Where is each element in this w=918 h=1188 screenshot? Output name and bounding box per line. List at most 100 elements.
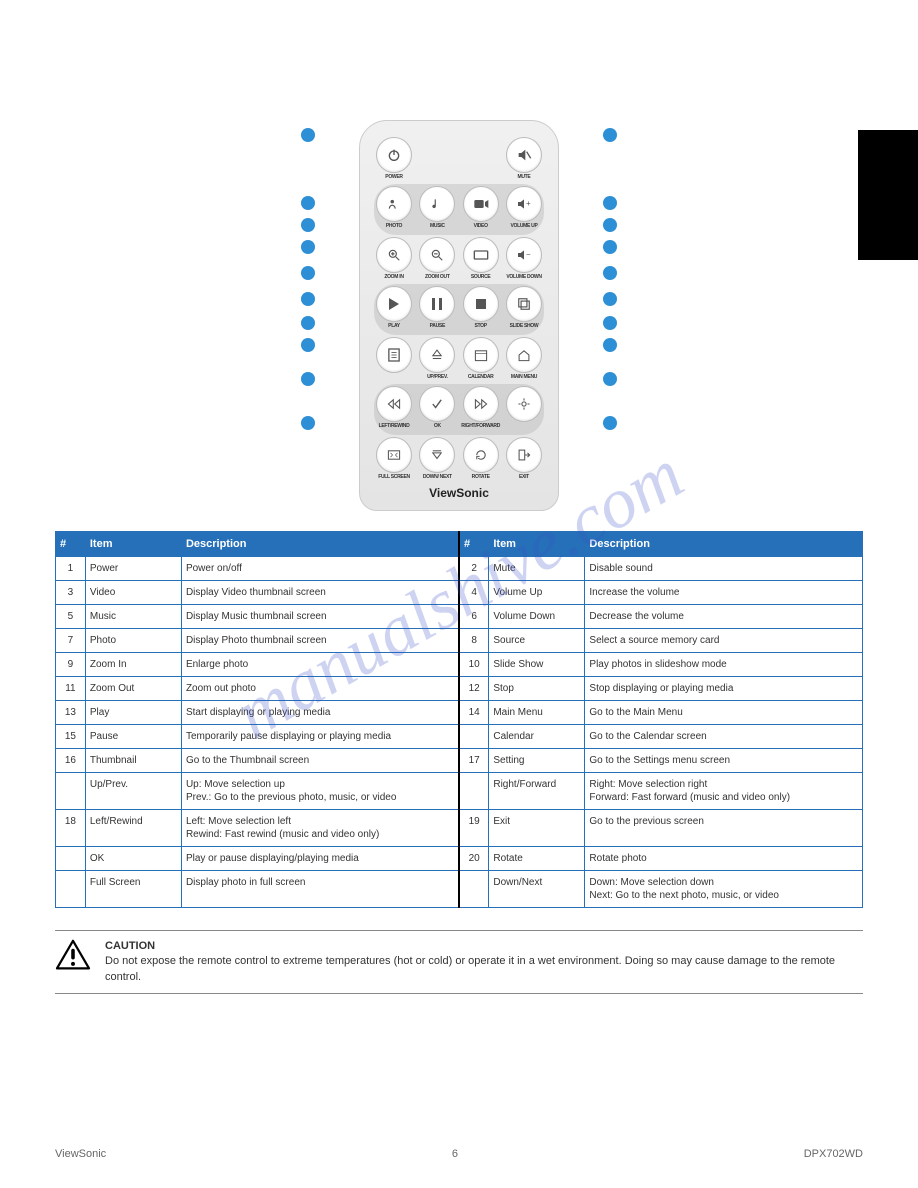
table-cell: Stop (489, 677, 585, 701)
table-row: 1PowerPower on/off2MuteDisable sound (56, 557, 863, 581)
table-row: Up/Prev.Up: Move selection up Prev.: Go … (56, 773, 863, 810)
table-cell: 4 (459, 581, 489, 605)
table-cell: 14 (459, 701, 489, 725)
table-cell: Select a source memory card (585, 629, 863, 653)
button-label: ZOOM OUT (425, 274, 450, 280)
svg-text:+: + (526, 199, 531, 208)
caution-box: CAUTION Do not expose the remote control… (55, 930, 863, 994)
leftrewind-button (376, 386, 412, 422)
table-cell: Power on/off (181, 557, 459, 581)
button-label: VOLUME DOWN (506, 274, 541, 280)
reference-table: #ItemDescription#ItemDescription 1PowerP… (55, 531, 863, 908)
slideshow-button (506, 286, 542, 322)
table-cell (56, 871, 86, 908)
table-cell: 7 (56, 629, 86, 653)
button-label: MUSIC (430, 223, 445, 229)
table-cell: Start displaying or playing media (181, 701, 459, 725)
table-cell (459, 725, 489, 749)
table-cell: 9 (56, 653, 86, 677)
table-header: Description (181, 532, 459, 557)
table-cell: 1 (56, 557, 86, 581)
table-cell: 19 (459, 810, 489, 847)
table-cell: Increase the volume (585, 581, 863, 605)
table-cell: 6 (459, 605, 489, 629)
calendar-button (463, 337, 499, 373)
table-cell: Enlarge photo (181, 653, 459, 677)
table-cell: Main Menu (489, 701, 585, 725)
table-cell: Setting (489, 749, 585, 773)
button-label: VOLUME UP (510, 223, 537, 229)
table-cell: Full Screen (85, 871, 181, 908)
table-cell: Right: Move selection right Forward: Fas… (585, 773, 863, 810)
page-footer: ViewSonic 6 DPX702WD (55, 1148, 863, 1160)
mute-button (506, 137, 542, 173)
table-cell: Go to the Settings menu screen (585, 749, 863, 773)
table-cell: Left/Rewind (85, 810, 181, 847)
source-button (463, 237, 499, 273)
table-cell: 16 (56, 749, 86, 773)
table-cell: 12 (459, 677, 489, 701)
button-label: VIDEO (474, 223, 488, 229)
table-row: 3VideoDisplay Video thumbnail screen4Vol… (56, 581, 863, 605)
table-header: Description (585, 532, 863, 557)
table-cell: Play photos in slideshow mode (585, 653, 863, 677)
table-cell: Video (85, 581, 181, 605)
button-label: STOP (474, 323, 486, 329)
button-label: DOWN/ NEXT (423, 474, 452, 480)
table-cell: 5 (56, 605, 86, 629)
list-button (376, 337, 412, 373)
voldown-button: − (506, 237, 542, 273)
table-cell: Music (85, 605, 181, 629)
table-cell: Exit (489, 810, 585, 847)
table-row: OKPlay or pause displaying/playing media… (56, 847, 863, 871)
footer-right: DPX702WD (804, 1148, 863, 1160)
table-cell: Go to the Main Menu (585, 701, 863, 725)
table-cell: Up: Move selection up Prev.: Go to the p… (181, 773, 459, 810)
music-button (419, 186, 455, 222)
table-cell: Display photo in full screen (181, 871, 459, 908)
mainmenu-button (506, 337, 542, 373)
footer-page-num: 6 (452, 1148, 458, 1160)
remote-body: POWERMUTEPHOTOMUSICVIDEO+VOLUME UPZOOM I… (359, 120, 559, 511)
table-cell: Slide Show (489, 653, 585, 677)
table-row: 5MusicDisplay Music thumbnail screen6Vol… (56, 605, 863, 629)
video-button (463, 186, 499, 222)
table-row: 16ThumbnailGo to the Thumbnail screen17S… (56, 749, 863, 773)
table-header: Item (489, 532, 585, 557)
table-cell: Power (85, 557, 181, 581)
warning-icon (55, 939, 91, 971)
table-cell: Calendar (489, 725, 585, 749)
table-cell: Photo (85, 629, 181, 653)
button-label: POWER (385, 174, 402, 180)
button-label: MAIN MENU (511, 374, 537, 380)
table-cell (459, 773, 489, 810)
pause-button (419, 286, 455, 322)
button-label: FULL SCREEN (378, 474, 410, 480)
ok-button (419, 386, 455, 422)
table-cell: Volume Down (489, 605, 585, 629)
table-cell: Thumbnail (85, 749, 181, 773)
rotate-button (463, 437, 499, 473)
table-header: Item (85, 532, 181, 557)
table-cell: Right/Forward (489, 773, 585, 810)
table-cell: Up/Prev. (85, 773, 181, 810)
table-header: # (56, 532, 86, 557)
volup-button: + (506, 186, 542, 222)
table-cell: Left: Move selection left Rewind: Fast r… (181, 810, 459, 847)
table-cell: Down/Next (489, 871, 585, 908)
table-cell: Play or pause displaying/playing media (181, 847, 459, 871)
table-cell: Pause (85, 725, 181, 749)
table-cell: 13 (56, 701, 86, 725)
fullscreen-button (376, 437, 412, 473)
table-cell (56, 773, 86, 810)
remote-figure: POWERMUTEPHOTOMUSICVIDEO+VOLUME UPZOOM I… (279, 120, 639, 511)
table-cell: Display Photo thumbnail screen (181, 629, 459, 653)
upprev-button (419, 337, 455, 373)
button-label: UP/PREV. (427, 374, 447, 380)
table-cell: Mute (489, 557, 585, 581)
table-cell: Stop displaying or playing media (585, 677, 863, 701)
table-cell: Zoom Out (85, 677, 181, 701)
table-cell: Rotate (489, 847, 585, 871)
footer-left: ViewSonic (55, 1148, 106, 1160)
table-cell: Decrease the volume (585, 605, 863, 629)
